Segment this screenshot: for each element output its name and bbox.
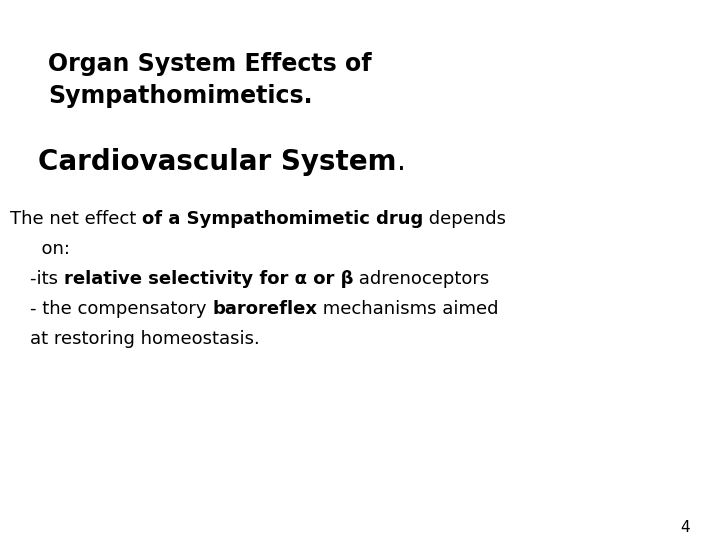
Text: of a Sympathomimetic drug: of a Sympathomimetic drug (142, 210, 423, 228)
Text: adrenoceptors: adrenoceptors (354, 270, 490, 288)
Text: depends: depends (423, 210, 506, 228)
Text: - the compensatory: - the compensatory (30, 300, 212, 318)
Text: relative selectivity for α or β: relative selectivity for α or β (64, 270, 354, 288)
Text: Cardiovascular System: Cardiovascular System (38, 148, 397, 176)
Text: mechanisms aimed: mechanisms aimed (318, 300, 499, 318)
Text: The net effect: The net effect (10, 210, 142, 228)
Text: 4: 4 (680, 520, 690, 535)
Text: Organ System Effects of: Organ System Effects of (48, 52, 372, 76)
Text: .: . (397, 148, 405, 176)
Text: baroreflex: baroreflex (212, 300, 318, 318)
Text: -its: -its (30, 270, 64, 288)
Text: on:: on: (30, 240, 70, 258)
Text: at restoring homeostasis.: at restoring homeostasis. (30, 330, 260, 348)
Text: Sympathomimetics.: Sympathomimetics. (48, 84, 312, 108)
